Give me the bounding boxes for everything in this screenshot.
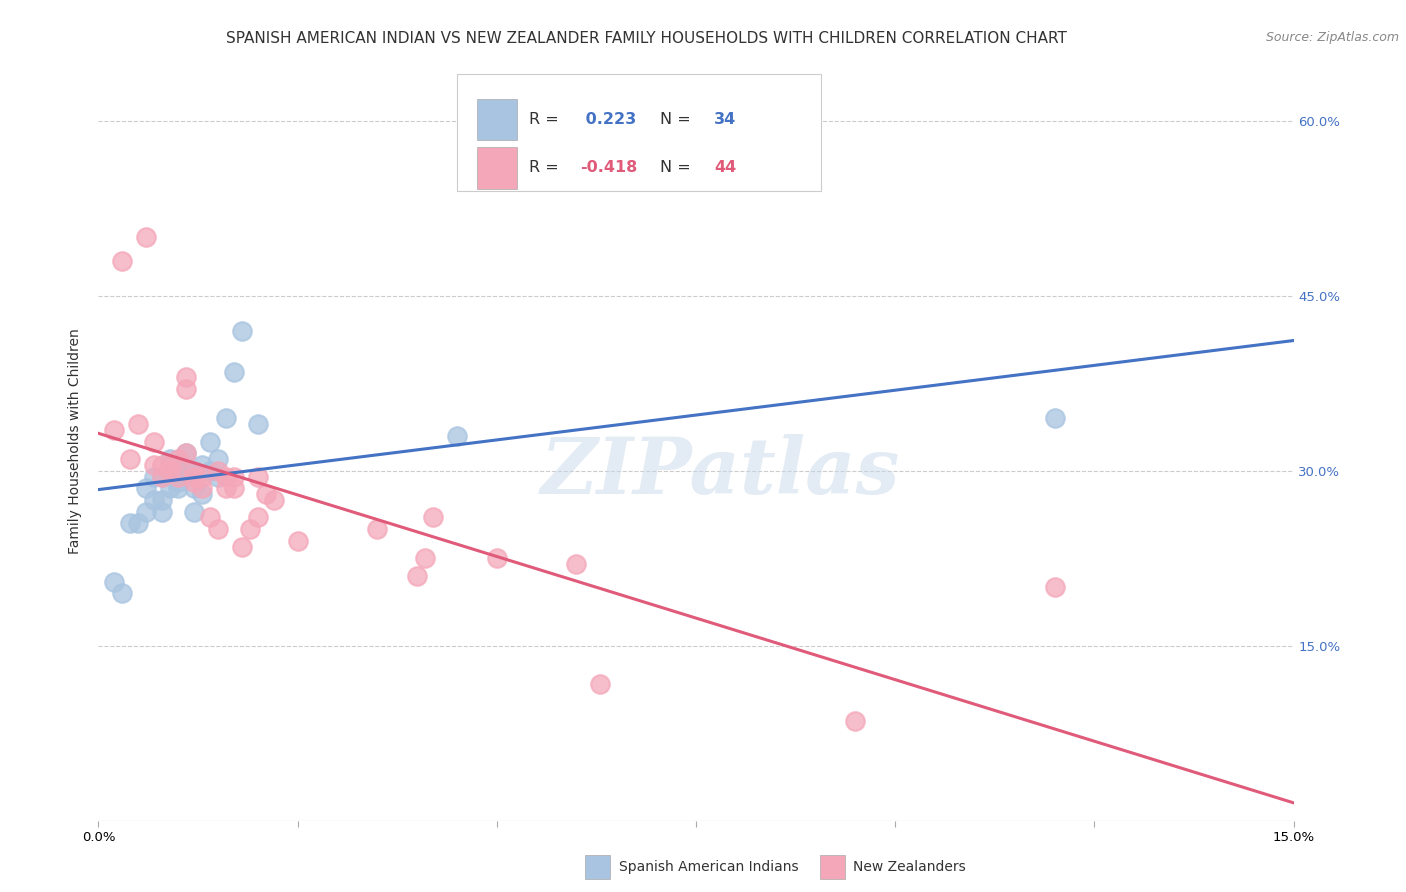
Point xyxy=(143,458,166,472)
Point xyxy=(207,464,229,478)
Point xyxy=(159,458,181,472)
Point xyxy=(198,434,221,449)
Text: Spanish American Indians: Spanish American Indians xyxy=(619,860,799,874)
Text: -0.418: -0.418 xyxy=(581,161,637,175)
Point xyxy=(191,469,214,483)
Point xyxy=(239,522,262,536)
Point xyxy=(422,510,444,524)
Point xyxy=(246,469,269,483)
Point xyxy=(222,365,245,379)
Point xyxy=(174,382,197,396)
Text: SPANISH AMERICAN INDIAN VS NEW ZEALANDER FAMILY HOUSEHOLDS WITH CHILDREN CORRELA: SPANISH AMERICAN INDIAN VS NEW ZEALANDER… xyxy=(226,31,1067,46)
Point xyxy=(287,533,309,548)
Point xyxy=(246,417,269,431)
Point xyxy=(215,469,238,483)
Point xyxy=(127,417,149,431)
Point xyxy=(413,551,436,566)
Point xyxy=(183,464,205,478)
Point xyxy=(231,540,253,554)
Point xyxy=(207,469,229,483)
Text: Source: ZipAtlas.com: Source: ZipAtlas.com xyxy=(1265,31,1399,45)
Point xyxy=(103,423,125,437)
Point xyxy=(167,481,190,495)
Bar xyxy=(477,98,517,140)
Point xyxy=(1043,580,1066,594)
Point xyxy=(159,481,181,495)
Point xyxy=(127,516,149,531)
Point xyxy=(191,487,214,501)
Point xyxy=(150,458,173,472)
Point xyxy=(111,586,134,600)
Point xyxy=(174,464,197,478)
Point xyxy=(198,464,221,478)
Point xyxy=(254,487,277,501)
Text: ZIPatlas: ZIPatlas xyxy=(540,434,900,510)
Point xyxy=(135,481,157,495)
Point xyxy=(143,492,166,507)
Point xyxy=(150,492,173,507)
Text: R =: R = xyxy=(529,161,564,175)
Point xyxy=(143,469,166,483)
Point xyxy=(406,568,429,582)
Point xyxy=(167,469,190,483)
Point xyxy=(111,253,134,268)
Text: 0.223: 0.223 xyxy=(581,112,637,127)
Point xyxy=(174,370,197,384)
Point xyxy=(183,475,205,490)
Point xyxy=(222,481,245,495)
Point xyxy=(589,677,612,691)
Point xyxy=(207,522,229,536)
Point xyxy=(191,481,214,495)
Point xyxy=(150,504,173,518)
Point xyxy=(207,452,229,467)
Point xyxy=(135,230,157,244)
Point xyxy=(159,464,181,478)
Point xyxy=(120,516,142,531)
Point xyxy=(167,469,190,483)
Point xyxy=(167,464,190,478)
Point xyxy=(1043,411,1066,425)
Text: 44: 44 xyxy=(714,161,737,175)
Y-axis label: Family Households with Children: Family Households with Children xyxy=(69,328,83,555)
Point xyxy=(150,469,173,483)
Point xyxy=(366,522,388,536)
Point xyxy=(844,714,866,729)
Point xyxy=(120,452,142,467)
Point xyxy=(183,481,205,495)
Point xyxy=(183,504,205,518)
Point xyxy=(174,446,197,460)
Point xyxy=(183,464,205,478)
Point xyxy=(159,452,181,467)
Text: N =: N = xyxy=(661,112,696,127)
FancyBboxPatch shape xyxy=(457,74,821,191)
Text: R =: R = xyxy=(529,112,564,127)
Bar xyxy=(477,147,517,188)
Text: N =: N = xyxy=(661,161,696,175)
Text: 34: 34 xyxy=(714,112,737,127)
Text: New Zealanders: New Zealanders xyxy=(853,860,966,874)
Point xyxy=(565,557,588,571)
Point xyxy=(167,452,190,467)
Point xyxy=(485,551,508,566)
Point xyxy=(198,510,221,524)
Point xyxy=(246,510,269,524)
Point xyxy=(231,324,253,338)
Point xyxy=(135,504,157,518)
Point xyxy=(222,469,245,483)
Point xyxy=(191,458,214,472)
Point xyxy=(263,492,285,507)
Point xyxy=(183,469,205,483)
Point xyxy=(174,446,197,460)
Point xyxy=(215,481,238,495)
Point xyxy=(215,411,238,425)
Point xyxy=(150,469,173,483)
Point xyxy=(167,475,190,490)
Point xyxy=(103,574,125,589)
Point xyxy=(446,428,468,442)
Point xyxy=(143,434,166,449)
